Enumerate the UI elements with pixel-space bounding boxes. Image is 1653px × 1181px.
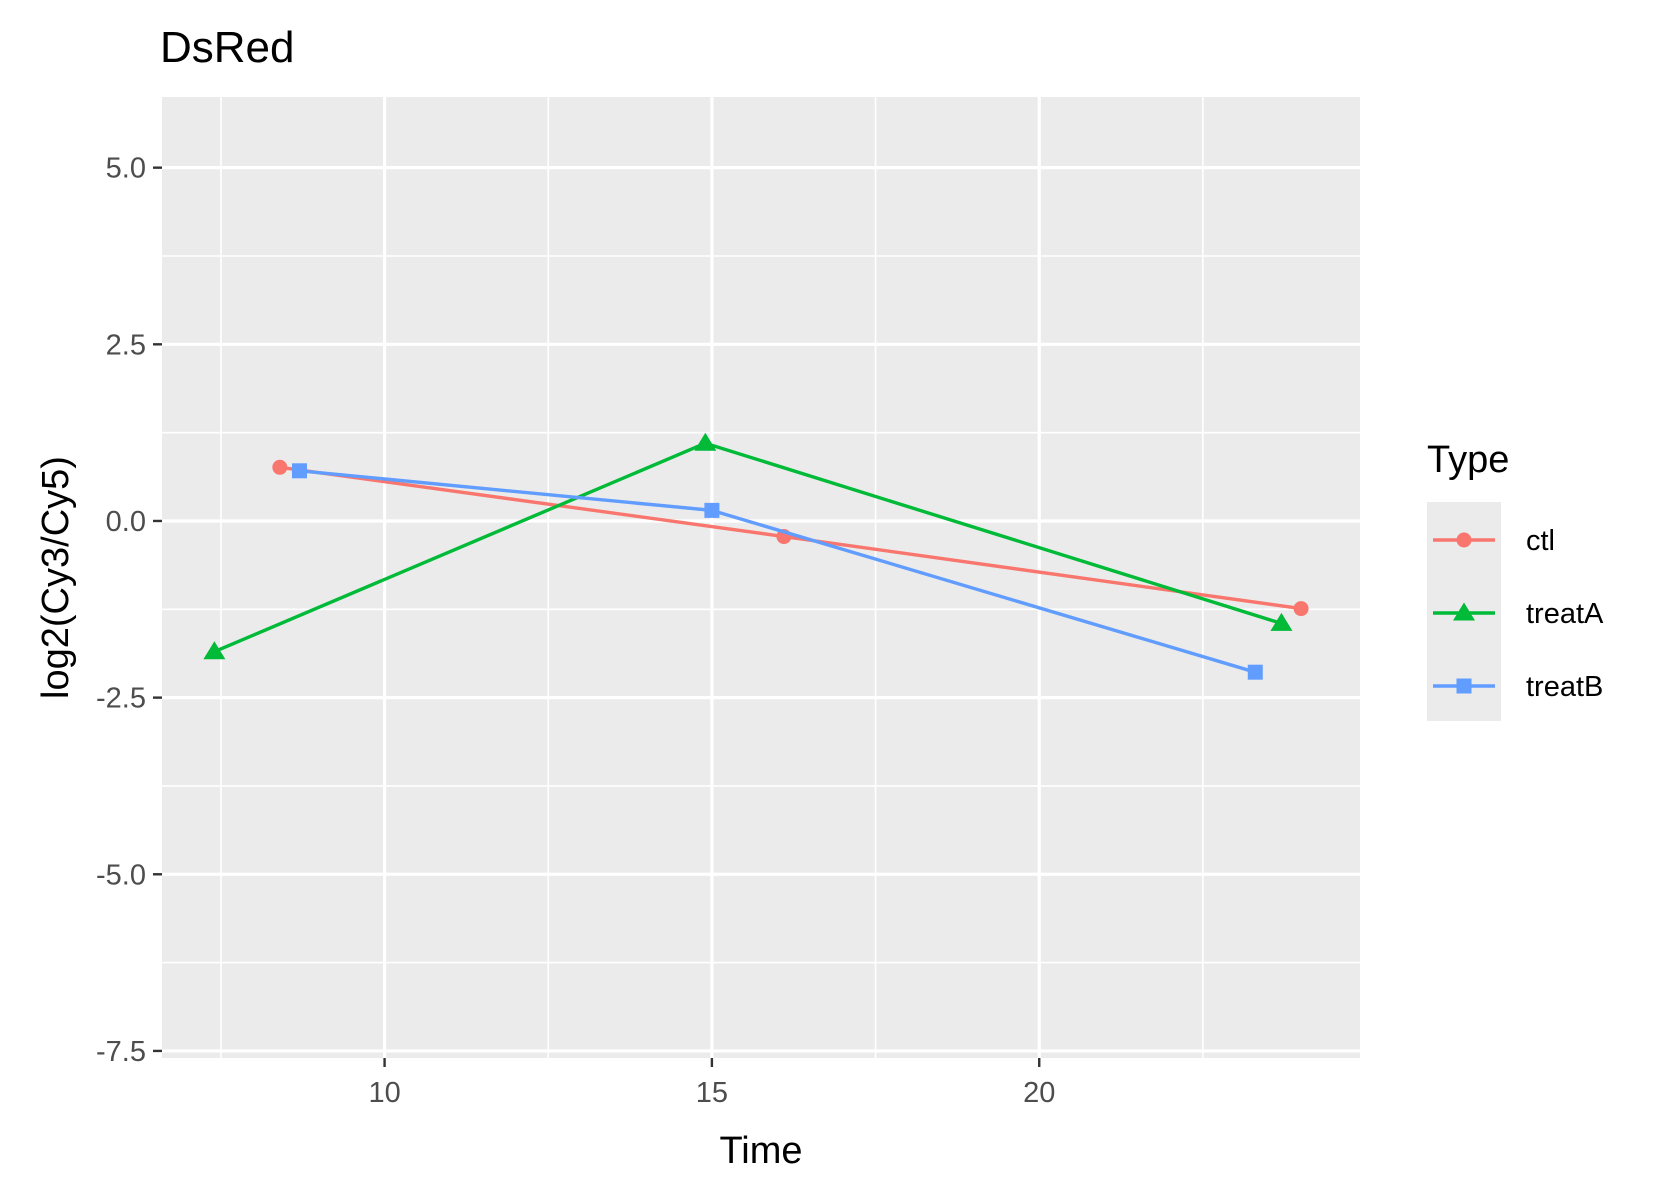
x-tick-label: 15 xyxy=(696,1077,728,1109)
legend-key-marker xyxy=(1456,532,1472,548)
legend: Type ctl treatA treatB xyxy=(1427,439,1604,721)
legend-label: treatB xyxy=(1526,671,1603,703)
series-treatB xyxy=(291,463,1263,680)
data-point-treatB xyxy=(291,463,307,479)
series-treatA xyxy=(203,432,1293,660)
chart-title: DsRed xyxy=(160,23,295,72)
legend-item-treatA: treatA xyxy=(1433,598,1604,630)
x-tick-label: 10 xyxy=(368,1077,400,1109)
y-tick-label: 2.5 xyxy=(106,329,146,361)
legend-item-ctl: ctl xyxy=(1433,525,1555,557)
data-point-ctl xyxy=(272,459,288,475)
data-point-treatA xyxy=(203,641,226,660)
plot-panel-background xyxy=(162,97,1360,1058)
data-point-treatB xyxy=(704,502,720,518)
legend-label: ctl xyxy=(1526,525,1555,557)
data-point-treatA xyxy=(694,432,717,451)
legend-title: Type xyxy=(1427,439,1509,481)
x-tick-label: 20 xyxy=(1023,1077,1055,1109)
y-tick-label: -7.5 xyxy=(96,1036,146,1068)
y-tick-label: 0.0 xyxy=(106,506,146,538)
legend-item-treatB: treatB xyxy=(1433,671,1603,703)
data-point-ctl xyxy=(1293,601,1309,617)
plot-area: 10 15 20 -7.5 -5.0 -2.5 0.0 2.5 5.0 xyxy=(96,97,1360,1109)
y-tick-label: 5.0 xyxy=(106,153,146,185)
legend-key-marker xyxy=(1453,602,1475,621)
legend-key-marker xyxy=(1456,678,1472,694)
y-axis-title: log2(Cy3/Cy5) xyxy=(35,456,77,699)
x-axis-title: Time xyxy=(719,1130,802,1172)
legend-label: treatA xyxy=(1526,598,1604,630)
y-tick-label: -5.0 xyxy=(96,859,146,891)
data-point-treatB xyxy=(1247,664,1263,680)
data-point-treatA xyxy=(1270,612,1293,631)
y-tick-label: -2.5 xyxy=(96,683,146,715)
